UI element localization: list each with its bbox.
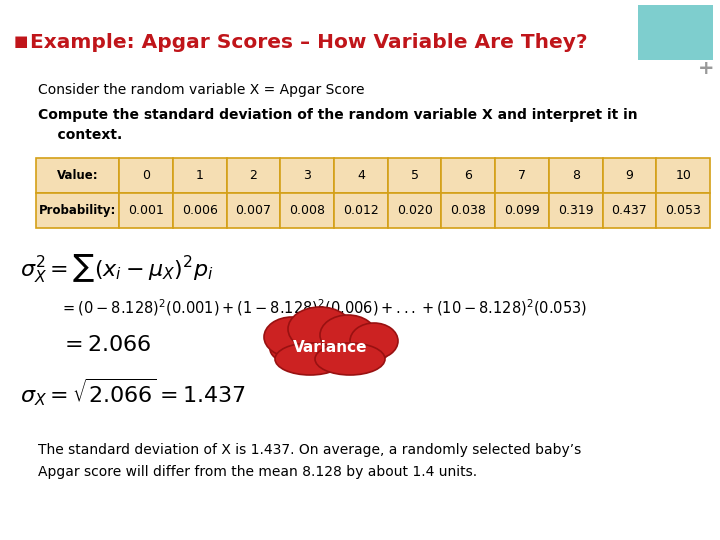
Bar bbox=[36, 193, 120, 228]
Text: Compute the standard deviation of the random variable X and interpret it in: Compute the standard deviation of the ra… bbox=[38, 108, 638, 122]
Bar bbox=[280, 193, 334, 228]
Text: 6: 6 bbox=[464, 169, 472, 182]
Ellipse shape bbox=[350, 323, 398, 359]
Bar bbox=[603, 158, 657, 193]
Bar bbox=[388, 193, 441, 228]
Text: 3: 3 bbox=[303, 169, 311, 182]
Ellipse shape bbox=[264, 317, 320, 357]
Bar bbox=[638, 5, 713, 60]
Text: context.: context. bbox=[38, 128, 122, 142]
Ellipse shape bbox=[270, 327, 390, 371]
Text: Apgar score will differ from the mean 8.128 by about 1.4 units.: Apgar score will differ from the mean 8.… bbox=[38, 465, 477, 479]
Ellipse shape bbox=[275, 343, 345, 375]
Text: 0.007: 0.007 bbox=[235, 204, 271, 217]
Text: 0.437: 0.437 bbox=[611, 204, 647, 217]
Text: 0.099: 0.099 bbox=[504, 204, 540, 217]
Bar bbox=[495, 193, 549, 228]
Text: 0.006: 0.006 bbox=[182, 204, 217, 217]
Bar bbox=[495, 158, 549, 193]
Bar bbox=[227, 193, 280, 228]
Bar bbox=[441, 193, 495, 228]
Text: The standard deviation of X is 1.437. On average, a randomly selected baby’s: The standard deviation of X is 1.437. On… bbox=[38, 443, 581, 457]
Bar bbox=[36, 158, 120, 193]
Text: ■: ■ bbox=[14, 35, 28, 50]
Text: 0.038: 0.038 bbox=[451, 204, 486, 217]
Text: 1: 1 bbox=[196, 169, 204, 182]
Text: 5: 5 bbox=[410, 169, 418, 182]
Text: 8: 8 bbox=[572, 169, 580, 182]
Bar bbox=[227, 158, 280, 193]
Bar bbox=[441, 158, 495, 193]
Bar bbox=[657, 193, 710, 228]
Text: $\sigma_X = \sqrt{2.066} = 1.437$: $\sigma_X = \sqrt{2.066} = 1.437$ bbox=[20, 376, 246, 408]
Bar bbox=[120, 193, 173, 228]
Bar bbox=[388, 158, 441, 193]
Text: Probability:: Probability: bbox=[39, 204, 117, 217]
Text: 2: 2 bbox=[250, 169, 258, 182]
Bar bbox=[334, 158, 388, 193]
Text: 0.319: 0.319 bbox=[558, 204, 593, 217]
Bar bbox=[549, 158, 603, 193]
Ellipse shape bbox=[315, 343, 385, 375]
Text: 0.053: 0.053 bbox=[665, 204, 701, 217]
Text: Example: Apgar Scores – How Variable Are They?: Example: Apgar Scores – How Variable Are… bbox=[30, 32, 588, 51]
Text: 4: 4 bbox=[357, 169, 365, 182]
Text: Value:: Value: bbox=[57, 169, 99, 182]
Bar bbox=[334, 193, 388, 228]
Bar bbox=[120, 158, 173, 193]
Text: 9: 9 bbox=[626, 169, 634, 182]
Text: 0.008: 0.008 bbox=[289, 204, 325, 217]
Text: Consider the random variable X = Apgar Score: Consider the random variable X = Apgar S… bbox=[38, 83, 364, 97]
Ellipse shape bbox=[320, 315, 376, 355]
Text: 0.001: 0.001 bbox=[128, 204, 164, 217]
Text: 0.020: 0.020 bbox=[397, 204, 433, 217]
Bar bbox=[173, 158, 227, 193]
Text: Variance: Variance bbox=[293, 340, 367, 354]
Bar bbox=[549, 193, 603, 228]
Bar bbox=[173, 193, 227, 228]
Bar bbox=[603, 193, 657, 228]
Ellipse shape bbox=[288, 307, 352, 351]
Bar bbox=[657, 158, 710, 193]
Text: $= (0 - 8.128)^2(0.001) + (1 - 8.128)^2(0.006) + ... + (10 - 8.128)^2(0.053)$: $= (0 - 8.128)^2(0.001) + (1 - 8.128)^2(… bbox=[60, 298, 587, 319]
Text: $\sigma_X^2 = \sum\left(x_i - \mu_X\right)^2 p_i$: $\sigma_X^2 = \sum\left(x_i - \mu_X\righ… bbox=[20, 252, 213, 284]
Bar bbox=[280, 158, 334, 193]
Text: $= 2.066$: $= 2.066$ bbox=[60, 335, 152, 355]
Text: 0.012: 0.012 bbox=[343, 204, 379, 217]
Text: 0: 0 bbox=[142, 169, 150, 182]
Text: +: + bbox=[698, 58, 714, 78]
Text: 7: 7 bbox=[518, 169, 526, 182]
Text: 10: 10 bbox=[675, 169, 691, 182]
